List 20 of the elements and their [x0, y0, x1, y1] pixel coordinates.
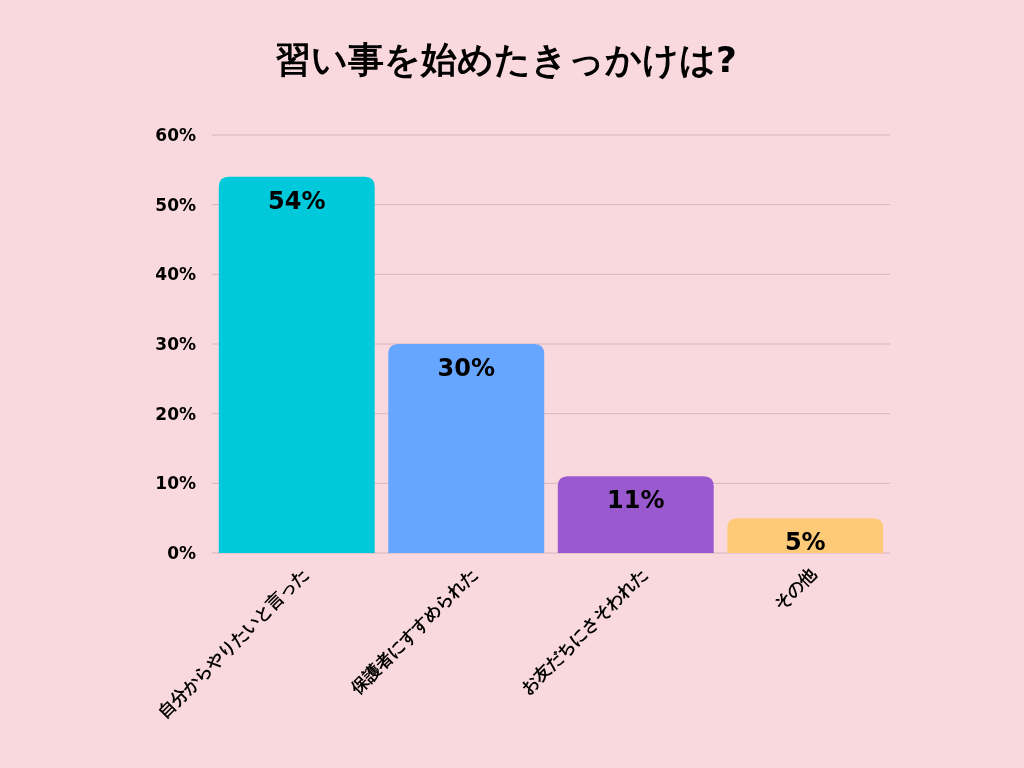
bar — [218, 176, 375, 553]
bar — [388, 344, 545, 553]
data-label: 11% — [607, 486, 665, 515]
y-tick-label: 50% — [155, 194, 196, 215]
data-label: 54% — [268, 186, 326, 215]
data-label: 30% — [437, 354, 495, 382]
data-label: 5% — [784, 528, 826, 557]
y-tick-label: 20% — [155, 403, 196, 424]
x-tick-label: 自分からやりたいと言った — [153, 563, 312, 723]
x-tick-label: 保護者にすすめられた — [346, 563, 482, 699]
bar — [727, 518, 884, 553]
chart-title: 習い事を始めたきっかけは? — [275, 39, 737, 80]
x-tick-label: お友だちにさそわれた — [516, 563, 651, 699]
y-tick-label: 60% — [155, 125, 196, 145]
y-tick-label: 0% — [167, 543, 196, 563]
bar — [557, 476, 714, 553]
y-tick-label: 10% — [155, 473, 196, 494]
y-tick-label: 30% — [155, 334, 196, 354]
y-tick-label: 40% — [155, 264, 196, 285]
x-tick-label: その他 — [770, 563, 822, 615]
